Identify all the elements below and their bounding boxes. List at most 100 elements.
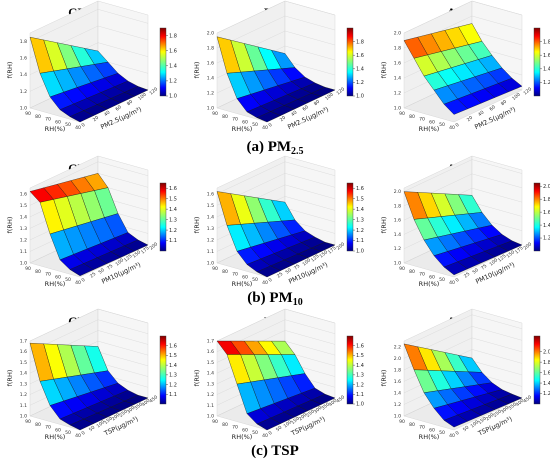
z-gridline [471, 314, 523, 329]
x-axis-label: RH(%) [45, 125, 66, 133]
y-tick-label: 250 [305, 408, 316, 418]
colorbar-tick-label: 1.3 [356, 373, 364, 379]
y-tick-label: 350 [507, 401, 518, 411]
z-tick-label: 1.1 [20, 249, 27, 255]
x-tick-label: 80 [35, 422, 41, 428]
row-caption-a: (a) PM2.5 [246, 139, 303, 157]
x-tick-label: 50 [439, 430, 445, 436]
colorbar-tick-label: 2.0 [543, 184, 550, 190]
colorbar-tick-label: 1.8 [543, 360, 550, 366]
z-tick-label: 1.6 [20, 191, 27, 197]
z-gridline [284, 30, 336, 46]
z-gridline [97, 42, 149, 57]
x-tick-label: 90 [399, 266, 405, 272]
colorbar-tick-label: 1.5 [169, 353, 177, 359]
z-gridline [403, 159, 473, 192]
y-tick-label: 125 [310, 253, 321, 263]
colorbar-tick-label: 1.4 [356, 207, 364, 213]
z-gridline [471, 159, 523, 174]
y-tick-label: 100 [137, 92, 148, 102]
colorbar-tick-label: 1.2 [169, 79, 177, 85]
y-tick-label: 50 [462, 425, 470, 433]
x-tick-label: 60 [242, 274, 248, 280]
y-tick-label: 20 [279, 115, 287, 123]
z-axis-label: f(RH) [193, 62, 201, 79]
z-tick-label: 1.8 [394, 367, 401, 373]
colorbar-tick-label: 1.4 [543, 381, 550, 387]
y-tick-label: 80 [313, 99, 321, 107]
y-tick-label: 75 [293, 263, 301, 271]
z-gridline [403, 0, 473, 34]
y-tick-label: 150 [290, 416, 301, 426]
z-axis-label: f(RH) [193, 217, 201, 234]
y-tick-label: 450 [522, 394, 533, 404]
surface-facet [256, 265, 282, 278]
x-tick-label: 80 [222, 269, 228, 275]
colorbar-tick-label: 1.6 [356, 186, 364, 192]
colorbar-tick-label: 1.8 [543, 197, 550, 203]
z-tick-label: 1.0 [20, 261, 27, 267]
row-caption-b: (b) PM10 [247, 290, 302, 308]
x-tick-label: 60 [429, 427, 435, 433]
y-tick-label: 40 [290, 109, 298, 117]
surface-facet [443, 414, 468, 428]
y-tick-label: 60 [114, 104, 122, 112]
z-tick-label: 1.3 [20, 226, 27, 232]
y-tick-label: 25 [89, 271, 97, 279]
panel-gbrt-tsp: 1.0 1.1 1.2 1.3 1.4 1.5 1.6 1.7 90 80 70 60 50 40 RH(%… [6, 308, 177, 441]
x-tick-label: 60 [429, 119, 435, 125]
z-axis-label: f(RH) [6, 62, 14, 79]
y-tick-label: 75 [480, 263, 488, 271]
x-tick-label: 60 [242, 427, 248, 433]
colorbar-tick-label: 1.8 [169, 33, 177, 39]
x-tick-label: 50 [65, 122, 71, 128]
z-tick-label: 1.8 [394, 203, 401, 209]
colorbar-tick-label: 1.2 [543, 236, 550, 242]
x-tick-label: 60 [242, 119, 248, 125]
y-tick-label: 300 [500, 405, 511, 415]
z-gridline [29, 9, 99, 42]
y-tick-label: 120 [335, 86, 346, 96]
x-tick-label: 80 [409, 269, 415, 275]
colorbar-tick-label: 1.0 [169, 94, 177, 100]
x-tick-label: 80 [222, 422, 228, 428]
surface-facet [69, 418, 95, 431]
x-tick-label: 60 [55, 119, 61, 125]
z-gridline [284, 330, 336, 345]
z-axis-label: f(RH) [6, 217, 14, 234]
x-tick-label: 90 [25, 419, 31, 425]
z-gridline [97, 340, 149, 356]
y-tick-label: 20 [92, 115, 100, 123]
x-axis-label: RH(%) [419, 433, 440, 441]
surface-facet [443, 98, 468, 115]
colorbar [533, 182, 541, 252]
y-tick-label: 400 [328, 398, 339, 408]
x-tick-label: 70 [45, 425, 51, 431]
x-tick-label: 40 [75, 280, 81, 286]
colorbar-tick-label: 1.2 [169, 382, 177, 388]
z-gridline [284, 319, 336, 334]
colorbar-tick-label: 1.0 [356, 402, 364, 408]
z-gridline [471, 360, 523, 376]
colorbar-tick-label: 1.4 [169, 207, 177, 213]
colorbar-tick-label: 1.6 [543, 210, 550, 216]
colorbar [346, 182, 354, 252]
y-tick-label: 60 [301, 104, 309, 112]
y-tick-label: 200 [111, 412, 122, 422]
y-tick-label: 120 [148, 86, 159, 96]
z-axis-label: f(RH) [380, 62, 388, 79]
x-tick-label: 70 [232, 117, 238, 123]
colorbar-tick-label: 1.3 [356, 217, 364, 223]
colorbar-tick-label: 1.2 [356, 80, 364, 86]
z-gridline [284, 45, 336, 61]
x-tick-label: 40 [75, 125, 81, 131]
y-tick-label: 150 [131, 249, 142, 259]
x-tick-label: 70 [419, 272, 425, 278]
row-caption-c: (c) TSP [251, 443, 299, 459]
y-tick-label: 0 [267, 277, 273, 284]
z-tick-label: 1.2 [394, 246, 401, 252]
